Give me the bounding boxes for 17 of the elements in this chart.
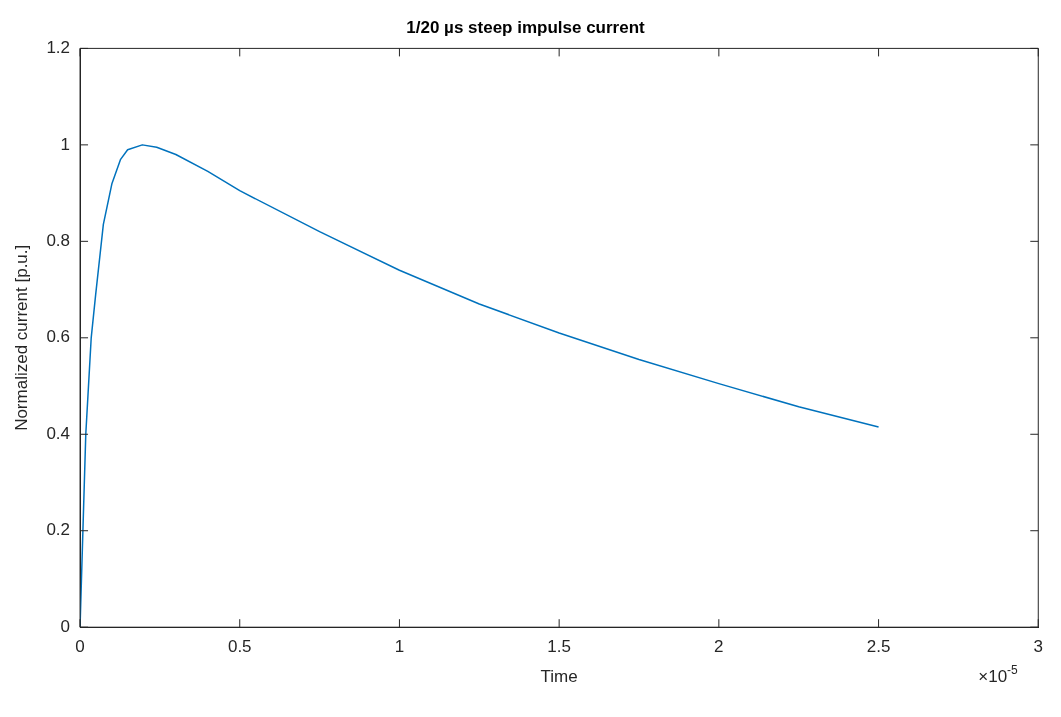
x-tick-label: 0.5 [227,637,252,657]
y-tick-label: 0.8 [46,231,71,251]
y-tick-label: 1.2 [46,38,71,58]
chart-title: 1/20 µs steep impulse current [406,17,646,37]
x-tick-label: 0 [75,637,85,657]
x-tick-label: 2 [714,637,724,657]
x-axis-title: Time [540,667,578,687]
x-tick-label: 2.5 [866,637,891,657]
x-tick-label: 3 [1033,637,1044,657]
y-tick-label: 0.2 [46,520,71,540]
y-axis-title: Normalized current [p.u.] [11,244,31,431]
y-tick-label: 0.4 [46,423,71,443]
y-tick-label: 0.6 [46,327,71,347]
x-tick-label: 1.5 [547,637,571,657]
y-tick-label: 1 [60,134,71,154]
x-tick-label: 1 [394,637,405,657]
y-tick-label: 0 [60,616,71,636]
